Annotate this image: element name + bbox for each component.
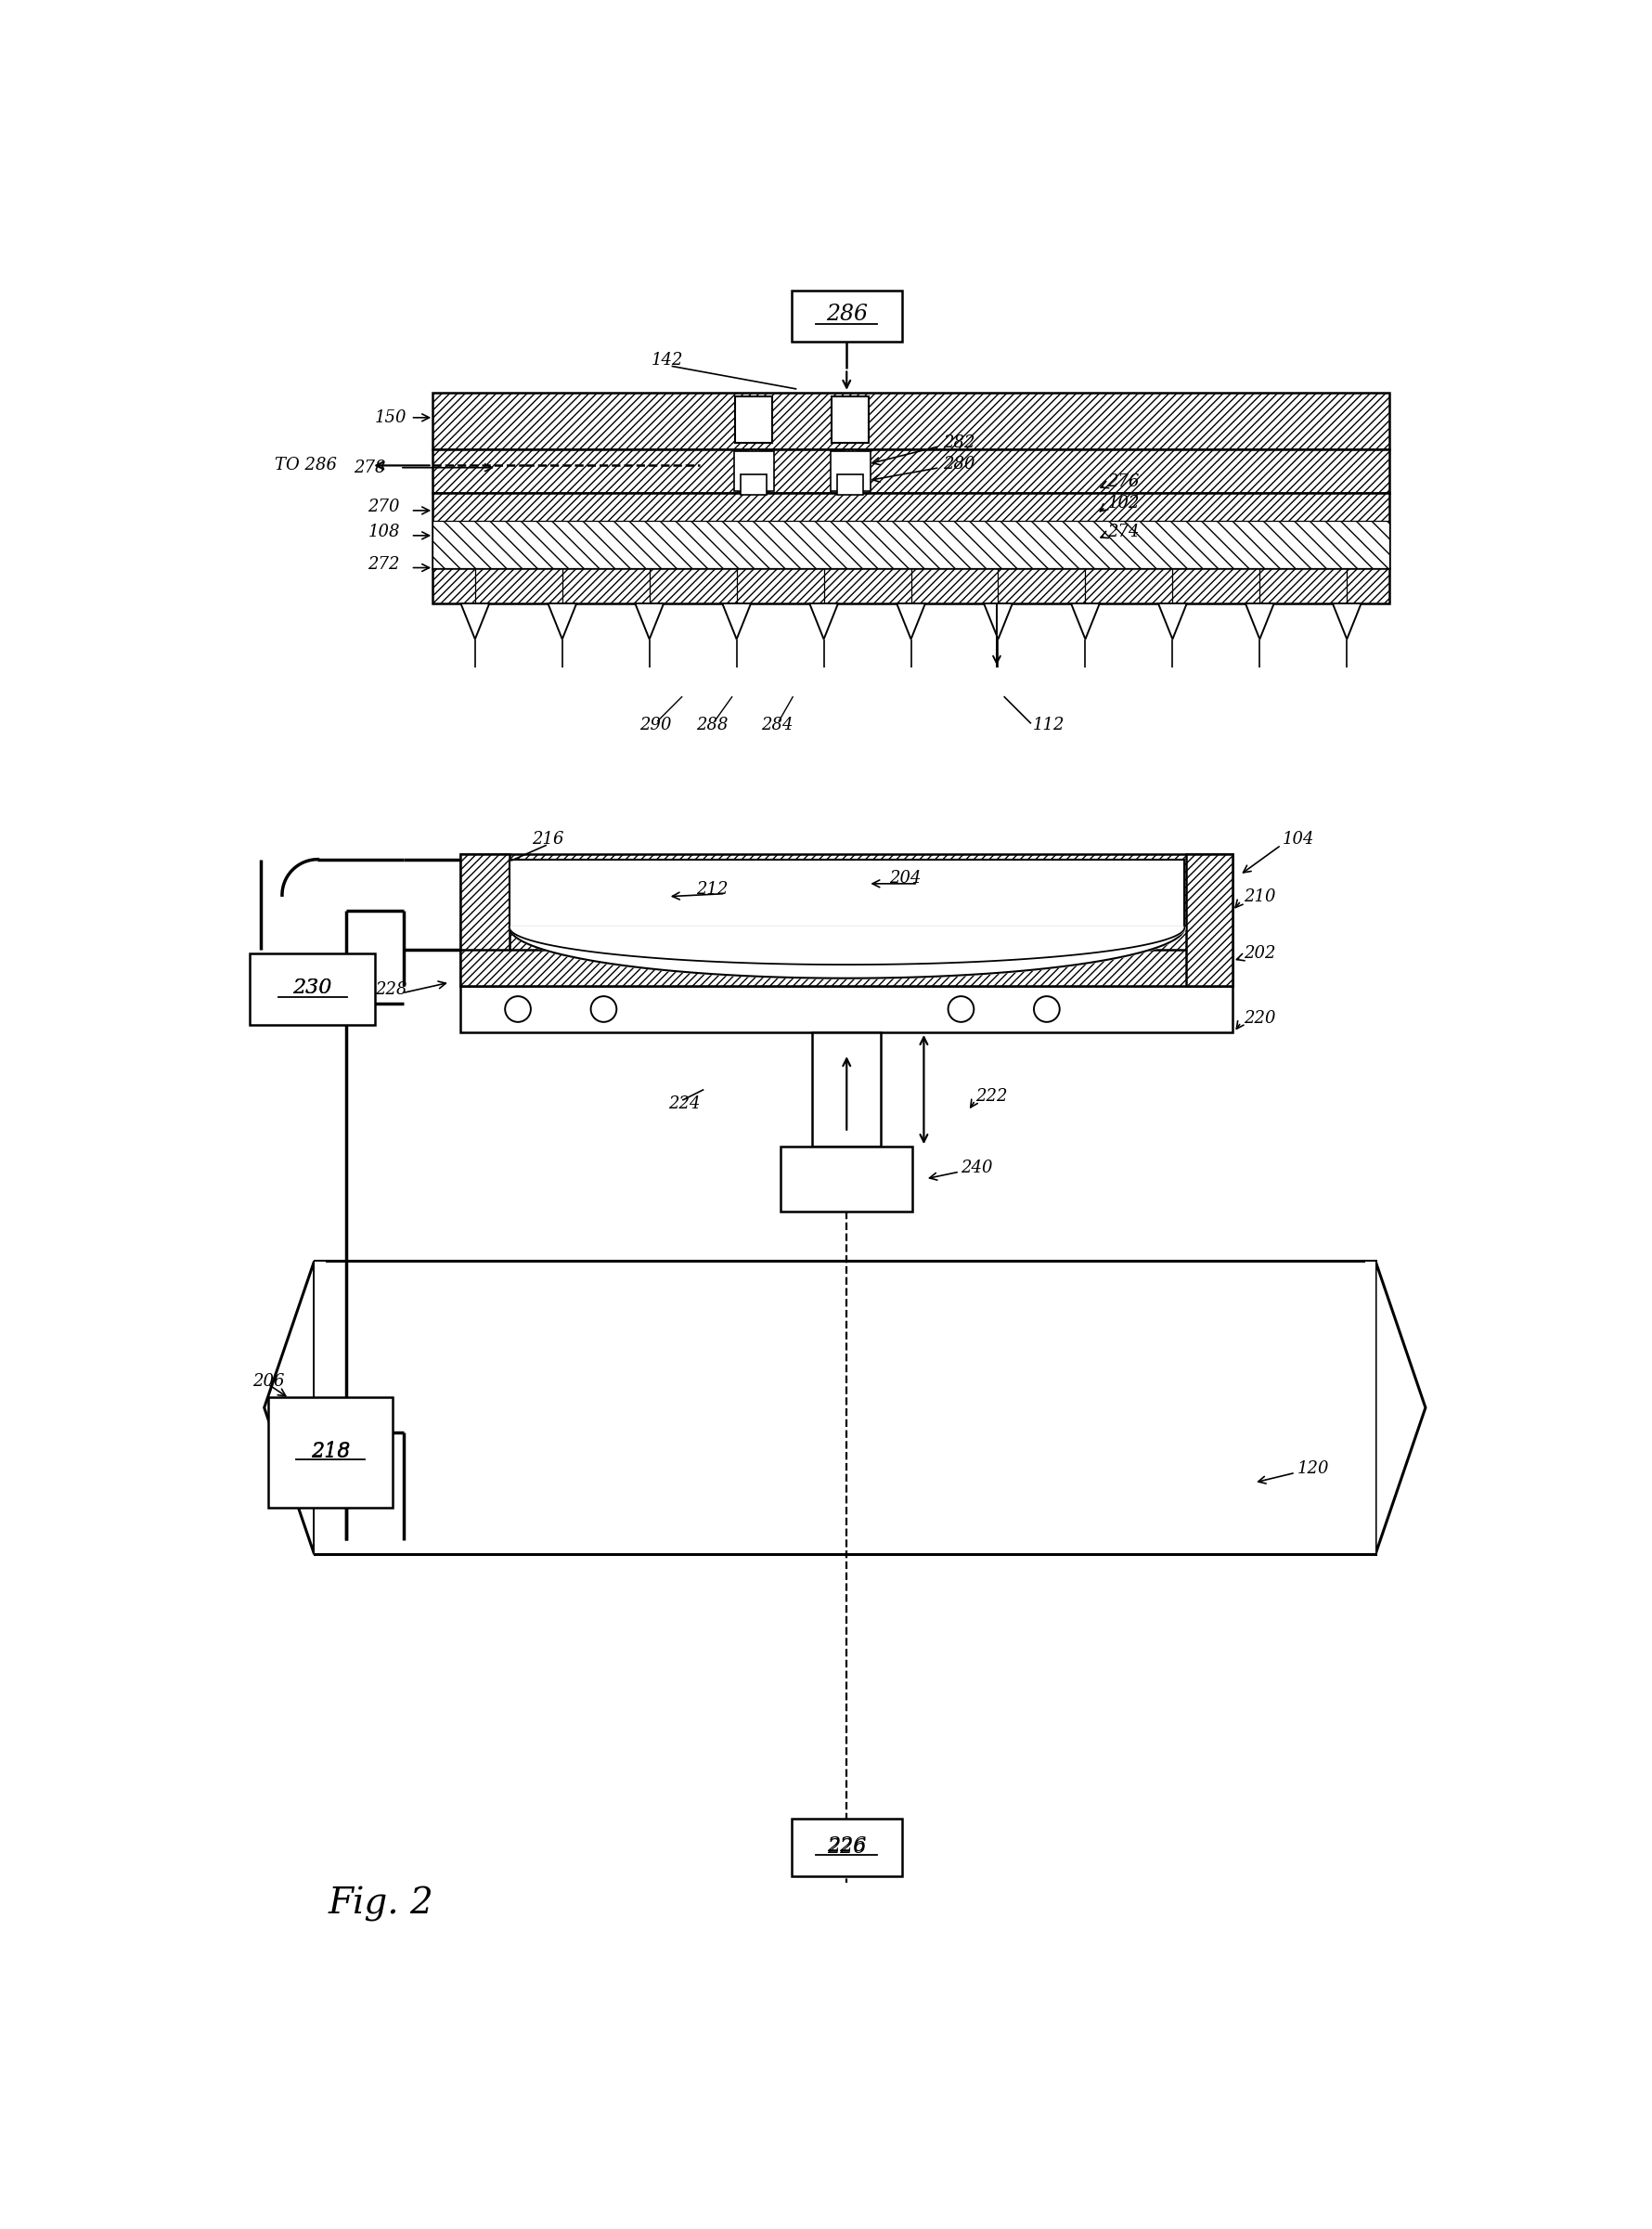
Text: 202: 202 <box>1244 945 1275 963</box>
Polygon shape <box>985 604 1013 640</box>
Text: 230: 230 <box>292 979 332 999</box>
Text: 288: 288 <box>697 716 729 733</box>
Text: 270: 270 <box>368 499 400 515</box>
Bar <box>461 950 1232 985</box>
Text: 104: 104 <box>1282 831 1315 847</box>
Text: 210: 210 <box>1244 887 1275 905</box>
Circle shape <box>948 996 975 1021</box>
Text: 226: 226 <box>828 1837 866 1857</box>
Text: 278: 278 <box>354 459 385 477</box>
Bar <box>433 493 1389 568</box>
Bar <box>461 985 1232 1032</box>
Polygon shape <box>1246 604 1274 640</box>
Text: 290: 290 <box>639 716 671 733</box>
Polygon shape <box>634 604 664 640</box>
Bar <box>461 854 1232 985</box>
Polygon shape <box>722 604 752 640</box>
Text: 226: 226 <box>828 1837 866 1857</box>
Polygon shape <box>897 604 925 640</box>
Text: 212: 212 <box>697 880 729 898</box>
Polygon shape <box>1070 604 1100 640</box>
Polygon shape <box>1333 604 1361 640</box>
Bar <box>268 1398 393 1507</box>
Text: TO 286: TO 286 <box>274 457 337 475</box>
Bar <box>843 450 857 488</box>
Bar <box>838 475 862 495</box>
Polygon shape <box>1376 1262 1426 1554</box>
Text: 120: 120 <box>1297 1460 1328 1478</box>
Polygon shape <box>548 604 577 640</box>
Text: 218: 218 <box>311 1440 350 1460</box>
Text: 150: 150 <box>375 410 406 426</box>
Bar <box>780 1146 914 1210</box>
Bar <box>831 450 871 490</box>
Bar <box>249 954 375 1025</box>
Bar <box>314 1262 1376 1554</box>
Bar <box>433 450 1389 493</box>
Bar <box>509 860 1184 927</box>
Polygon shape <box>264 1262 314 1554</box>
Bar <box>740 475 767 495</box>
Bar <box>433 392 1389 450</box>
Text: 108: 108 <box>368 524 400 539</box>
Bar <box>1365 1262 1376 1554</box>
Text: 220: 220 <box>1244 1010 1275 1025</box>
Bar <box>791 1819 902 1877</box>
Polygon shape <box>1158 604 1186 640</box>
Text: 216: 216 <box>532 831 565 847</box>
Text: 206: 206 <box>253 1373 284 1389</box>
Bar <box>831 397 869 444</box>
Text: 224: 224 <box>667 1094 700 1112</box>
Bar <box>1186 854 1232 985</box>
Bar <box>735 397 773 444</box>
Text: 240: 240 <box>961 1159 993 1177</box>
Bar <box>316 1262 325 1554</box>
Bar <box>813 1032 881 1146</box>
Text: Fig. 2: Fig. 2 <box>329 1886 434 1921</box>
Text: 112: 112 <box>1032 716 1064 733</box>
Bar <box>433 522 1389 568</box>
Text: 204: 204 <box>889 869 922 887</box>
Bar <box>791 290 902 341</box>
Text: 276: 276 <box>1107 473 1140 490</box>
Text: 286: 286 <box>826 303 867 325</box>
Bar <box>433 568 1389 604</box>
Circle shape <box>591 996 616 1021</box>
Circle shape <box>506 996 530 1021</box>
Bar <box>461 854 509 985</box>
Text: 142: 142 <box>651 352 684 368</box>
Text: 218: 218 <box>311 1442 350 1462</box>
Text: 222: 222 <box>975 1088 1008 1106</box>
Bar <box>733 450 773 490</box>
Text: 282: 282 <box>943 435 975 450</box>
Text: 284: 284 <box>762 716 793 733</box>
Text: 274: 274 <box>1107 524 1140 539</box>
Circle shape <box>1034 996 1059 1021</box>
Text: 272: 272 <box>368 555 400 573</box>
Text: 280: 280 <box>943 455 975 473</box>
Polygon shape <box>461 604 489 640</box>
Text: 230: 230 <box>292 979 332 999</box>
Text: 228: 228 <box>375 981 406 999</box>
Bar <box>747 450 762 488</box>
Polygon shape <box>809 604 838 640</box>
Text: 102: 102 <box>1107 495 1140 513</box>
